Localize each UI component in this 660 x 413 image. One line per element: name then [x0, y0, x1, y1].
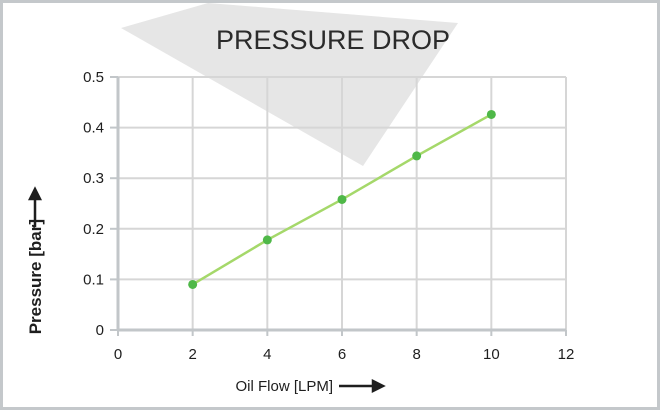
x-tick-label: 12 — [558, 346, 575, 363]
tick-labels: 0 2 4 6 8 10 12 0 0.1 0.2 0.3 0.4 0.5 — [83, 69, 574, 363]
y-tick-label: 0.3 — [83, 170, 104, 187]
y-tick-label: 0.1 — [83, 271, 104, 288]
watermark-shape — [121, 3, 458, 166]
data-point — [337, 194, 347, 204]
x-tick-label: 4 — [263, 346, 271, 363]
y-tick-label: 0 — [96, 322, 104, 339]
x-tick-label: 8 — [412, 346, 420, 363]
data-point — [188, 279, 198, 289]
chart-title: PRESSURE DROP — [216, 25, 450, 55]
x-axis-arrow-icon — [339, 378, 386, 394]
y-tick-label: 0.2 — [83, 221, 104, 238]
data-point — [262, 235, 272, 245]
y-axis-arrow-icon — [27, 186, 43, 227]
x-tick-label: 2 — [188, 346, 196, 363]
x-tick-label: 10 — [483, 346, 500, 363]
x-tick-label: 0 — [114, 346, 122, 363]
data-point — [412, 151, 422, 161]
y-tick-label: 0.4 — [83, 120, 104, 137]
y-axis-label: Pressure [bar] — [26, 219, 45, 334]
x-axis-label: Oil Flow [LPM] — [235, 378, 333, 395]
data-point — [486, 109, 496, 119]
axes — [110, 76, 567, 336]
series-layer — [188, 109, 496, 289]
y-tick-label: 0.5 — [83, 69, 104, 86]
x-tick-label: 6 — [338, 346, 346, 363]
